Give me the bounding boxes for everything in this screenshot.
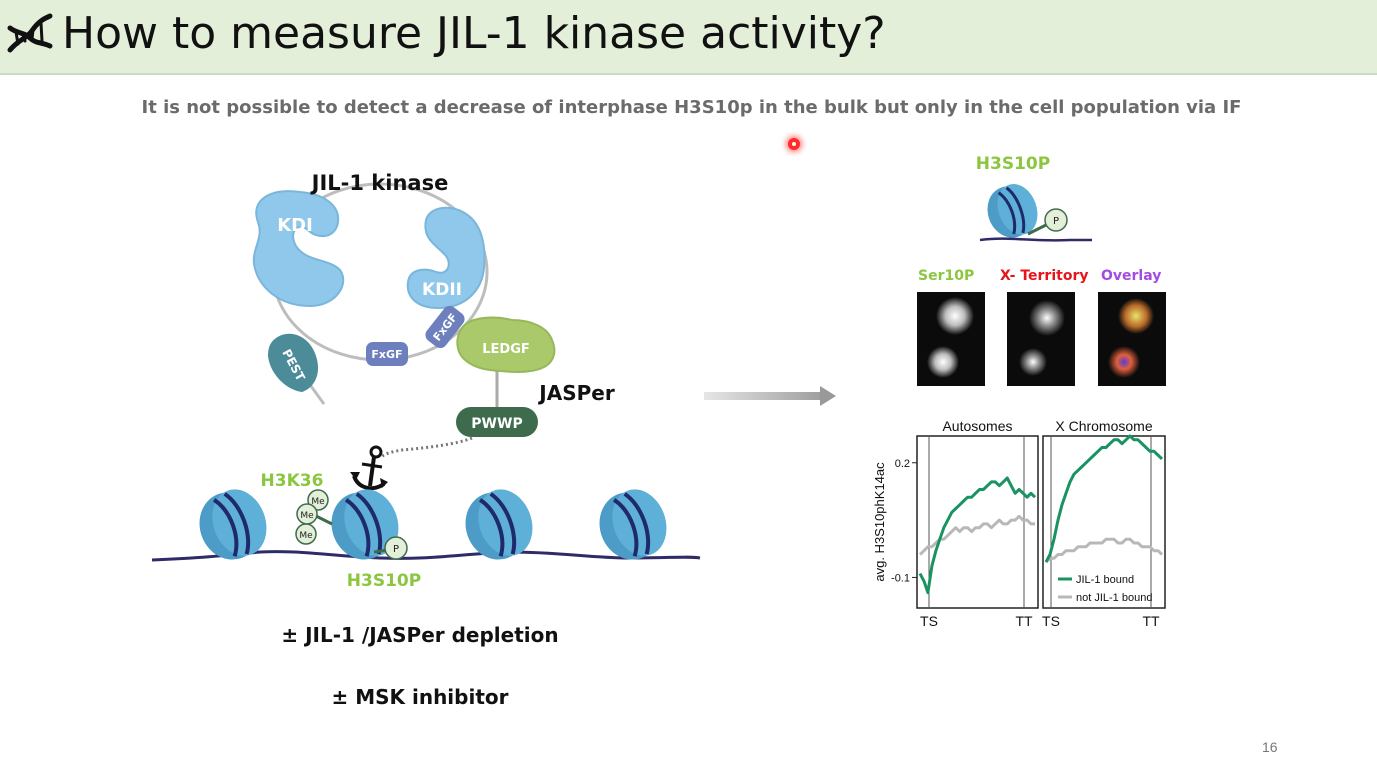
svg-text:Me: Me (299, 531, 313, 541)
dna-icon (7, 13, 53, 53)
phospho-mark: P (384, 536, 408, 560)
h3s10phk14ac-chart: Autosomes TS TT X Chromosome TS TT 0.2 -0.1 avg.… (872, 418, 1166, 629)
pwwp-label: PWWP (471, 416, 522, 432)
kdii-label: KDII (422, 280, 462, 300)
right-h3s10p-label: H3S10P (976, 154, 1050, 174)
nucleosome-4 (599, 489, 667, 560)
ledgf-domain: LEDGF (456, 316, 556, 373)
series-line-jil-1-bound-autosomes (918, 476, 1037, 595)
h3s10p-nucleosome: H3S10P P (976, 154, 1092, 242)
nucleosome-1 (199, 489, 267, 560)
panel-title-1: Autosomes (942, 418, 1012, 434)
if-image-x-territory (1007, 292, 1075, 386)
series-line-not-jil-1-bound-x-chromosome (1044, 537, 1164, 564)
svg-text:Me: Me (300, 511, 314, 521)
series-line-jil-1-bound-x-chromosome (1044, 434, 1164, 563)
xtick-label-2: TT (1015, 613, 1033, 629)
anchor-icon (350, 445, 388, 491)
legend-label-2: not JIL-1 bound (1076, 592, 1152, 604)
nucleosome-3 (465, 489, 533, 560)
page-title: How to measure JIL-1 kinase activity? (62, 8, 886, 59)
if-image-overlay (1098, 292, 1166, 386)
nucleosome-2 (331, 489, 399, 560)
laser-pointer (788, 138, 800, 150)
svg-text:P: P (393, 544, 399, 555)
h3s10p-label: H3S10P (347, 571, 421, 591)
ytick-label-1: 0.2 (895, 458, 910, 470)
xtick-label-1: TS (920, 613, 938, 629)
ledgf-label: LEDGF (482, 342, 530, 357)
right-p-label: P (1053, 216, 1059, 227)
xtick-label-3: TS (1042, 613, 1060, 629)
slide-header: How to measure JIL-1 kinase activity? (0, 0, 1377, 75)
y-axis-label: avg. H3S10phK14ac (872, 462, 887, 582)
ytick-label-2: -0.1 (891, 572, 910, 584)
fxgf-label-1: FxGF (371, 348, 402, 361)
kdi-domain: KDI (252, 190, 345, 308)
xtick-label-4: TT (1142, 613, 1160, 629)
if-label-ser10p: Ser10P (918, 268, 975, 284)
methyl-mark-1: Me (307, 489, 329, 511)
jil1-diagram: KDI KDII PEST FxGF FxGF LEDGF JIL-1 kina… (151, 171, 701, 709)
if-label-overlay: Overlay (1101, 268, 1162, 284)
svg-text:Me: Me (311, 497, 325, 507)
methyl-mark-3: Me (295, 523, 317, 545)
arrow-right-icon (704, 386, 836, 406)
methyl-mark-2: Me (296, 503, 318, 525)
legend-label-1: JIL-1 bound (1076, 574, 1134, 586)
pest-domain: PEST (268, 333, 326, 405)
panel-title-2: X Chromosome (1055, 418, 1152, 434)
slide-subtitle: It is not possible to detect a decrease … (141, 97, 1242, 118)
kdi-label: KDI (277, 215, 313, 236)
fxgf-box-1: FxGF (366, 342, 408, 366)
msk-inhibitor-label: ± MSK inhibitor (331, 685, 508, 709)
if-image-ser10p (917, 292, 985, 386)
depletion-label: ± JIL-1 /JASPer depletion (281, 623, 558, 647)
chart-panel-1 (916, 435, 1039, 609)
h3k36-label: H3K36 (261, 471, 324, 491)
kdii-domain: KDII (406, 206, 486, 310)
page-number: 16 (1262, 739, 1278, 755)
jasper-label: JASPer (537, 381, 615, 405)
pwwp-domain: PWWP (456, 407, 538, 437)
if-label-x-territory: X- Territory (1000, 268, 1089, 284)
jil1-kinase-title: JIL-1 kinase (310, 171, 449, 195)
